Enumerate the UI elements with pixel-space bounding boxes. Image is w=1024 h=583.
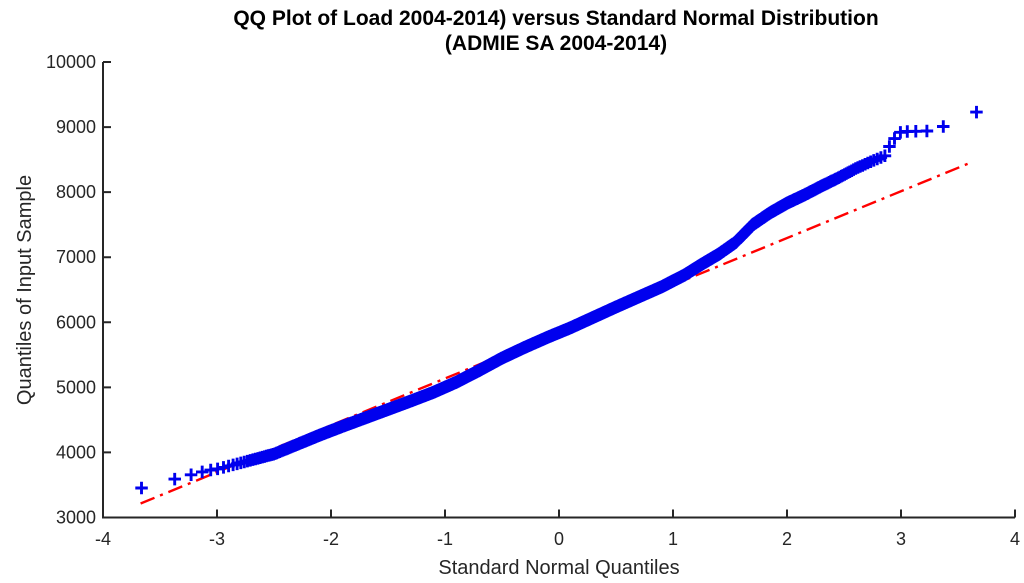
x-tick-label: 2 [782,529,792,549]
x-tick-label: 3 [896,529,906,549]
x-tick-label: -2 [323,529,339,549]
y-tick-label: 7000 [56,247,96,267]
x-axis-tick-labels: -4 -3 -2 -1 0 1 2 3 4 [95,529,1020,549]
axis-lines [102,61,1016,519]
x-tick-label: -4 [95,529,111,549]
y-axis-tick-labels: 3000 4000 5000 6000 7000 8000 9000 10000 [46,52,96,528]
x-tick-label: -1 [437,529,453,549]
chart-title-line2: (ADMIE SA 2004-2014) [445,32,667,55]
y-axis-label: Quantiles of Input Sample [14,175,36,405]
y-tick-label: 3000 [56,508,96,528]
y-tick-label: 9000 [56,117,96,137]
data-markers [135,105,983,495]
chart-title-line1: QQ Plot of Load 2004-2014) versus Standa… [233,7,878,30]
x-tick-label: 4 [1010,529,1020,549]
y-tick-label: 5000 [56,377,96,397]
x-tick-label: 1 [668,529,678,549]
y-tick-label: 10000 [46,52,96,72]
y-tick-label: 8000 [56,182,96,202]
y-tick-label: 6000 [56,312,96,332]
x-tick-label: -3 [209,529,225,549]
x-tick-label: 0 [554,529,564,549]
y-tick-label: 4000 [56,442,96,462]
x-axis-label: Standard Normal Quantiles [438,557,679,579]
